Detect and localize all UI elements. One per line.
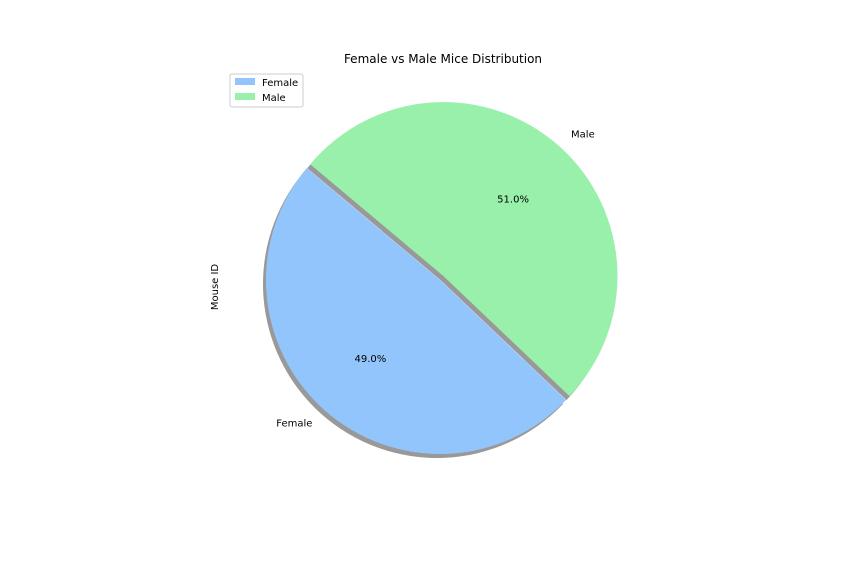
legend-label-male: Male	[262, 93, 286, 104]
slice-male	[310, 102, 618, 397]
legend-swatch-female	[235, 78, 255, 85]
legend-swatch-male	[235, 93, 255, 100]
chart-title: Female vs Male Mice Distribution	[344, 52, 542, 66]
pie-slices	[265, 102, 618, 455]
pct-label-male: 51.0%	[497, 194, 529, 205]
y-axis-label: Mouse ID	[210, 264, 221, 311]
category-label-female: Female	[276, 419, 312, 430]
slice-female	[265, 168, 567, 455]
legend-label-female: Female	[262, 78, 298, 89]
pct-label-female: 49.0%	[355, 354, 387, 365]
category-label-male: Male	[571, 129, 595, 140]
legend: Female Male	[229, 73, 304, 108]
slice-labels: 49.0% Female 51.0% Male	[276, 129, 594, 429]
